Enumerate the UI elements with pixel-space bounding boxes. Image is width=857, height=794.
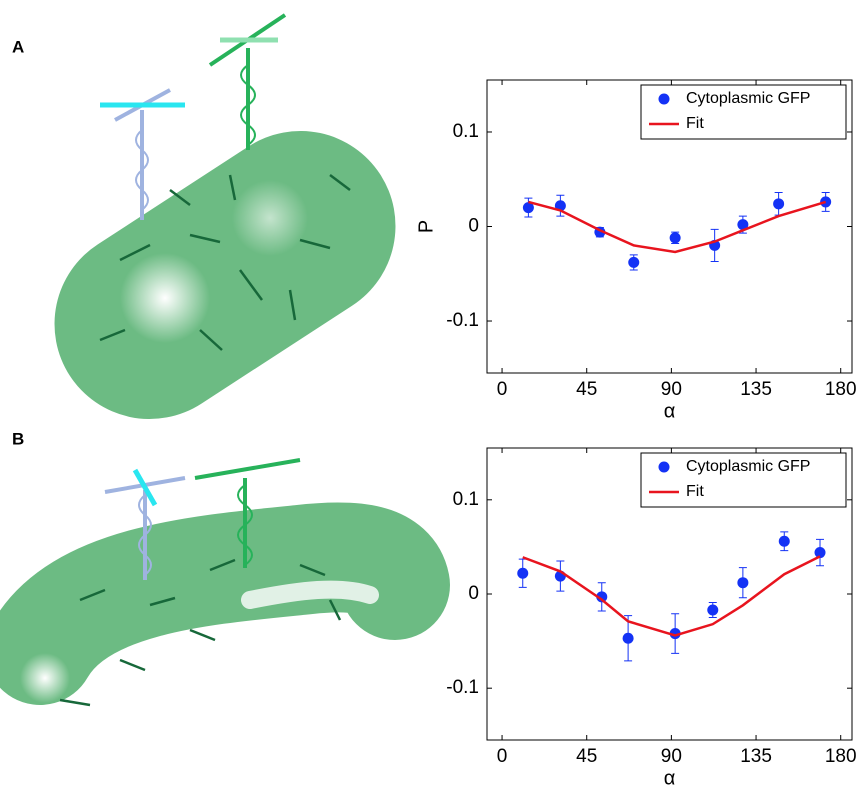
- x-tick-label: 90: [661, 746, 682, 767]
- cell-illustration-b: [0, 458, 450, 707]
- data-point: [737, 577, 749, 589]
- x-tick-label: 135: [740, 746, 772, 767]
- data-point: [773, 198, 785, 210]
- x-tick-label: 180: [825, 379, 857, 400]
- y-tick-label: 0.1: [453, 121, 479, 142]
- y-axis-label: P: [415, 220, 437, 233]
- legend-marker: [658, 461, 670, 473]
- x-axis-label: α: [664, 767, 676, 789]
- data-point: [669, 232, 681, 244]
- data-point: [707, 604, 719, 616]
- x-tick-label: 45: [576, 379, 597, 400]
- data-point: [778, 535, 790, 547]
- data-point: [737, 219, 749, 231]
- legend-box: [640, 452, 847, 508]
- x-tick-label: 45: [576, 746, 597, 767]
- data-point: [669, 628, 681, 640]
- data-point: [517, 567, 529, 579]
- x-axis-label: α: [664, 400, 676, 422]
- data-point: [628, 256, 640, 268]
- x-tick-label: 180: [825, 746, 857, 767]
- legend-box: [640, 84, 847, 140]
- legend-label: Fit: [686, 115, 704, 132]
- legend-label: Fit: [686, 483, 704, 500]
- y-tick-label: -0.1: [446, 310, 479, 331]
- y-tick-label: -0.1: [446, 677, 479, 698]
- legend-label: Cytoplasmic GFP: [686, 458, 810, 475]
- legend-marker: [658, 93, 670, 105]
- data-point: [622, 632, 634, 644]
- panel-label: A: [12, 37, 24, 56]
- cell-illustration-a: [54, 13, 396, 420]
- panel-label: B: [12, 429, 24, 448]
- y-tick-label: 0: [468, 216, 479, 237]
- fit-line: [522, 555, 821, 637]
- x-tick-label: 0: [497, 379, 508, 400]
- data-point: [814, 547, 826, 559]
- data-point: [522, 202, 534, 214]
- y-tick-label: 0.1: [453, 489, 479, 510]
- legend-label: Cytoplasmic GFP: [686, 90, 810, 107]
- data-point: [596, 591, 608, 603]
- chart: B -0.1 0 0.1 0 45 90 135 180 α Cytoplasmic GFP Fit: [12, 429, 857, 789]
- x-tick-label: 135: [740, 379, 772, 400]
- x-tick-label: 0: [497, 746, 508, 767]
- x-tick-label: 90: [661, 379, 682, 400]
- fit-line: [528, 200, 827, 254]
- y-tick-label: 0: [468, 583, 479, 604]
- chart: A -0.1 0 0.1 0 45 90 135 180 α P Cytoplasmic GFP Fit: [12, 37, 857, 422]
